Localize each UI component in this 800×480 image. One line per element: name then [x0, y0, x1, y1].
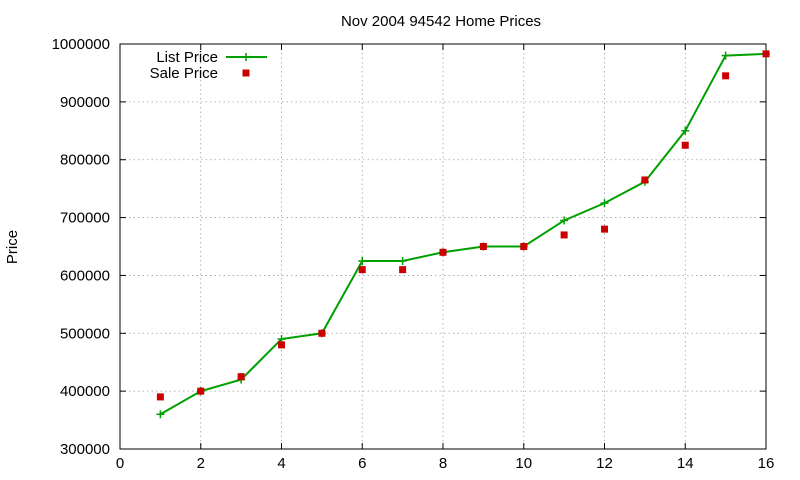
series-list-price [156, 49, 770, 419]
x-tick-label-3: 6 [358, 455, 366, 472]
y-tick-label-2: 500000 [60, 325, 110, 342]
x-tick-label-4: 8 [439, 455, 447, 472]
list-price-point-11 [600, 199, 609, 208]
list-price-point-6 [398, 256, 407, 265]
x-tick-label-7: 14 [677, 455, 694, 472]
sale-price-point-14 [722, 72, 730, 80]
x-tick-label-8: 16 [758, 455, 775, 472]
legend-swatch-marker-0 [242, 53, 250, 61]
y-axis-label: Price [4, 230, 21, 264]
sale-price-point-12 [641, 176, 649, 184]
series [156, 49, 770, 419]
sale-price-point-13 [681, 141, 689, 149]
axes [119, 43, 767, 450]
sale-price-point-8 [479, 243, 487, 250]
y-tick-label-1: 400000 [60, 383, 110, 400]
sale-price-point-3 [278, 341, 285, 349]
legend-label-1: Sale Price [150, 65, 218, 82]
sale-price-point-6 [399, 266, 407, 274]
sale-price-point-7 [439, 248, 447, 256]
y-tick-label-4: 700000 [60, 210, 110, 227]
grid [120, 44, 766, 449]
list-price-point-14 [721, 51, 730, 60]
sale-price-point-15 [762, 50, 770, 58]
y-tick-label-7: 1000000 [52, 36, 110, 53]
sale-price-point-2 [237, 373, 245, 381]
series-sale-price [156, 50, 770, 401]
x-tick-label-0: 0 [116, 455, 124, 472]
list-price-point-10 [560, 216, 569, 225]
sale-price-point-4 [318, 329, 326, 337]
sale-price-point-5 [358, 266, 366, 274]
sale-price-point-9 [520, 243, 528, 250]
y-tick-label-3: 600000 [60, 267, 110, 284]
legend-swatch-marker-1 [242, 69, 250, 77]
sale-price-point-1 [197, 387, 205, 395]
y-tick-labels: 300000 400000 500000 600000 700000 800000 9000… [52, 36, 110, 458]
x-tick-label-2: 4 [277, 455, 285, 472]
y-tick-label-5: 800000 [60, 152, 110, 169]
series-line-0 [159, 52, 767, 416]
list-price-point-5 [358, 256, 367, 265]
list-price-point-0 [156, 410, 165, 419]
sale-price-point-11 [601, 225, 608, 233]
x-tick-labels: 0 2 4 6 8 10 12 14 16 [116, 455, 775, 472]
list-price-point-13 [681, 126, 690, 135]
y-tick-label-6: 900000 [60, 94, 110, 111]
legend-label-0: List Price [156, 49, 218, 66]
x-tick-label-1: 2 [197, 455, 205, 472]
x-tick-label-6: 12 [596, 455, 613, 472]
sale-price-point-0 [156, 393, 164, 401]
x-tick-label-5: 10 [515, 455, 532, 472]
sale-price-point-10 [560, 231, 568, 239]
chart-title: Nov 2004 94542 Home Prices [341, 13, 541, 30]
y-tick-label-0: 300000 [60, 441, 110, 458]
